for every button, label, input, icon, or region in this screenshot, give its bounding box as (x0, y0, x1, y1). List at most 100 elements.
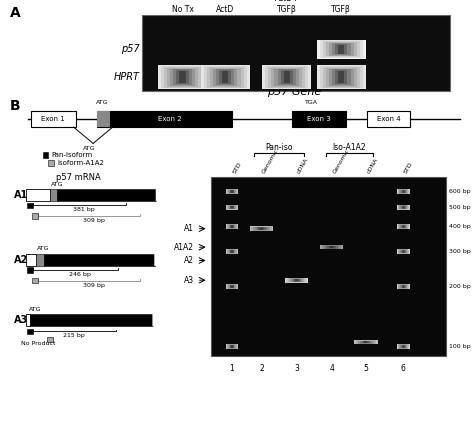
Bar (367, 111, 410, 127)
Text: Pan-Isoform: Pan-Isoform (52, 152, 93, 158)
Polygon shape (156, 189, 162, 201)
Bar (230, 190, 234, 193)
Bar (230, 285, 234, 288)
Text: 400 bp: 400 bp (449, 224, 471, 229)
Bar (401, 225, 405, 228)
Bar (262, 65, 311, 89)
Text: 3: 3 (294, 364, 299, 373)
Bar (317, 40, 366, 59)
Bar (328, 246, 336, 248)
Bar (228, 225, 236, 229)
Bar (400, 205, 407, 209)
Bar (400, 190, 407, 193)
Bar (228, 344, 236, 349)
Bar (401, 345, 406, 348)
Bar (254, 227, 269, 230)
Bar (292, 111, 346, 127)
Text: 215 bp: 215 bp (63, 333, 84, 338)
Bar (286, 278, 307, 283)
Bar (32, 213, 38, 219)
Bar (32, 278, 38, 283)
Text: Exon 2: Exon 2 (158, 116, 181, 122)
Bar (326, 67, 356, 87)
Bar (401, 285, 405, 288)
Bar (397, 224, 410, 229)
Bar (398, 205, 409, 210)
Bar (228, 284, 236, 289)
Bar (401, 285, 406, 288)
Bar (36, 254, 44, 266)
Bar (399, 189, 408, 194)
Bar (228, 189, 236, 194)
Bar (399, 205, 407, 209)
Text: p57 Gene: p57 Gene (267, 87, 321, 97)
Text: Iso-A1A2: Iso-A1A2 (333, 143, 366, 152)
Bar (170, 69, 195, 86)
Bar (44, 254, 155, 266)
Text: A3: A3 (184, 276, 194, 285)
Text: Genomic: Genomic (261, 148, 280, 175)
Bar (173, 70, 191, 85)
Bar (164, 67, 201, 88)
Bar (227, 205, 237, 210)
Text: 300 bp: 300 bp (449, 249, 471, 254)
Bar (229, 190, 235, 193)
Bar (401, 250, 405, 253)
Bar (402, 285, 404, 288)
Bar (268, 67, 305, 88)
Bar (323, 67, 360, 88)
Text: B: B (9, 99, 20, 113)
Text: 600 bp: 600 bp (449, 189, 471, 194)
Bar (401, 206, 406, 209)
Bar (281, 70, 293, 84)
Bar (229, 225, 235, 229)
Bar (291, 279, 302, 282)
Bar (274, 69, 299, 86)
Bar (47, 337, 53, 342)
Bar (227, 205, 237, 210)
Bar (229, 190, 235, 193)
Bar (285, 278, 308, 283)
Text: Exon 4: Exon 4 (377, 116, 401, 122)
Text: Pan-iso: Pan-iso (265, 143, 293, 152)
Text: Exon 1: Exon 1 (41, 116, 65, 122)
Bar (293, 279, 300, 282)
Text: 5: 5 (364, 364, 368, 373)
Bar (229, 225, 235, 228)
Text: TGFβ: TGFβ (331, 5, 351, 14)
Bar (226, 344, 238, 349)
Text: A: A (9, 6, 20, 20)
Bar (226, 189, 238, 194)
Text: 309 bp: 309 bp (82, 218, 105, 223)
Polygon shape (153, 314, 159, 326)
Bar (161, 66, 204, 89)
Bar (255, 227, 267, 230)
Bar (400, 225, 407, 229)
Bar (399, 205, 408, 210)
Bar (57, 189, 156, 201)
Bar (227, 284, 237, 289)
Bar (265, 66, 308, 89)
Text: 246 bp: 246 bp (69, 272, 91, 277)
Bar (398, 189, 409, 194)
Bar (402, 345, 404, 348)
Bar (210, 67, 241, 87)
Bar (400, 285, 407, 288)
Bar (43, 152, 48, 158)
Text: ATG: ATG (37, 246, 50, 251)
Bar (319, 66, 363, 89)
Bar (176, 70, 189, 84)
Bar (332, 70, 350, 85)
Bar (320, 245, 344, 249)
Bar (338, 71, 344, 83)
Text: 1: 1 (230, 364, 235, 373)
Bar (26, 314, 30, 326)
Bar (399, 284, 408, 289)
Bar (401, 206, 405, 209)
Bar (31, 111, 76, 127)
Bar (397, 284, 410, 289)
Bar (227, 189, 237, 194)
Bar (226, 204, 238, 210)
Bar (231, 225, 233, 228)
Bar (30, 314, 153, 326)
